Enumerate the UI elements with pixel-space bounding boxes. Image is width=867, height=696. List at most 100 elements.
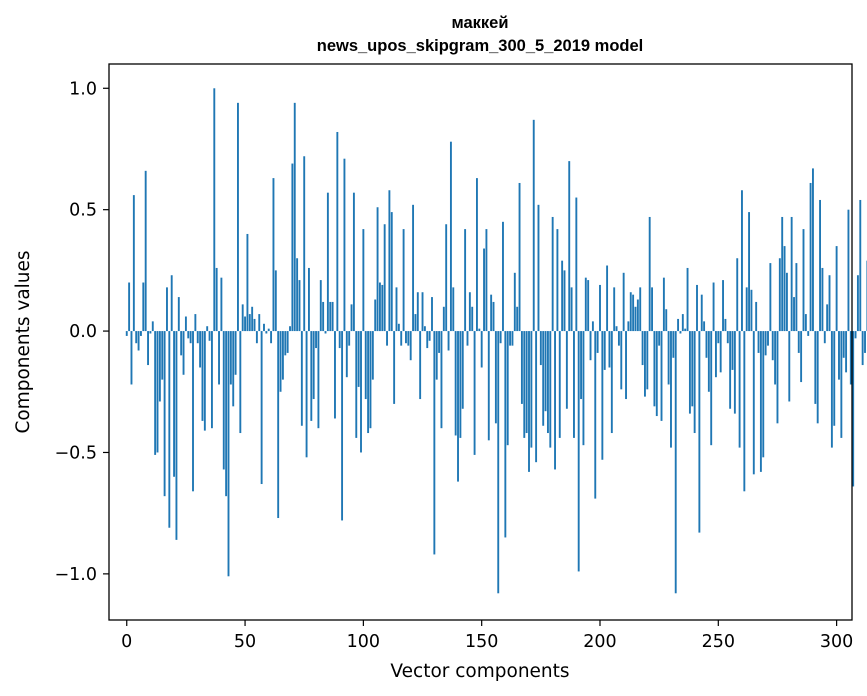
bar-208 <box>617 331 620 346</box>
bar-0 <box>125 331 128 336</box>
bar-6 <box>140 331 142 336</box>
bar-32 <box>201 331 204 421</box>
bar-166 <box>518 182 521 332</box>
bar-300 <box>835 246 838 332</box>
bar-111 <box>388 190 391 332</box>
bar-234 <box>679 331 682 334</box>
bar-223 <box>653 331 656 407</box>
bar-series <box>125 88 867 594</box>
bar-249 <box>714 331 717 378</box>
bar-149 <box>478 328 481 332</box>
bar-214 <box>632 294 635 332</box>
bar-93 <box>345 331 348 378</box>
bar-226 <box>660 331 663 421</box>
bar-266 <box>755 301 758 332</box>
bar-238 <box>688 331 691 414</box>
bar-53 <box>251 306 254 332</box>
bar-39 <box>218 331 220 385</box>
bar-146 <box>471 306 474 332</box>
bar-155 <box>492 301 495 332</box>
bar-216 <box>636 299 639 332</box>
bar-281 <box>790 216 793 332</box>
bar-182 <box>556 229 559 332</box>
y-tick-label: −0.5 <box>55 443 98 463</box>
bar-248 <box>712 282 715 332</box>
y-axis-ticks: 1.0 0.5 0.0 −0.5 −1.0 <box>55 79 109 585</box>
y-tick-label: 1.0 <box>69 79 97 99</box>
bar-71 <box>293 102 296 332</box>
bar-62 <box>272 178 275 332</box>
bar-180 <box>551 216 554 332</box>
bar-1 <box>128 282 131 332</box>
bar-228 <box>665 309 668 332</box>
bar-151 <box>483 248 485 332</box>
bar-128 <box>428 331 431 341</box>
bar-156 <box>494 331 497 424</box>
bar-254 <box>726 331 729 344</box>
y-tick-label: −1.0 <box>55 565 98 585</box>
bar-55 <box>255 331 258 344</box>
bar-34 <box>206 326 209 332</box>
bar-245 <box>705 331 708 358</box>
bar-297 <box>828 275 831 332</box>
bar-187 <box>568 161 571 332</box>
bar-130 <box>433 331 436 555</box>
bar-189 <box>573 331 575 438</box>
bar-243 <box>700 294 703 332</box>
bar-132 <box>438 331 441 353</box>
bar-90 <box>338 331 341 349</box>
bar-270 <box>764 331 767 356</box>
bar-23 <box>180 331 183 356</box>
bar-211 <box>625 331 627 400</box>
bar-94 <box>348 331 351 346</box>
bar-129 <box>431 297 433 332</box>
bar-114 <box>395 287 398 332</box>
bar-291 <box>814 331 817 404</box>
bar-86 <box>329 301 332 332</box>
bar-135 <box>445 224 448 332</box>
bar-267 <box>757 331 760 353</box>
bar-84 <box>324 331 327 334</box>
bar-303 <box>842 331 845 358</box>
bar-76 <box>305 331 308 458</box>
bar-240 <box>693 331 696 434</box>
bar-12 <box>154 331 157 455</box>
chart-title: маккей <box>451 14 508 32</box>
bar-205 <box>610 331 613 434</box>
bar-233 <box>677 318 680 332</box>
bar-268 <box>759 331 762 472</box>
bar-82 <box>319 280 322 332</box>
bar-116 <box>400 331 403 346</box>
bar-232 <box>674 331 677 594</box>
bar-230 <box>670 331 672 448</box>
bar-222 <box>651 287 653 332</box>
bar-50 <box>244 316 246 332</box>
bar-298 <box>830 331 833 448</box>
bar-26 <box>187 331 190 339</box>
bar-127 <box>426 331 429 349</box>
bar-44 <box>229 331 232 385</box>
bar-42 <box>225 331 228 497</box>
bar-91 <box>341 331 344 521</box>
bar-251 <box>719 331 722 373</box>
bar-256 <box>731 331 734 370</box>
bar-299 <box>833 331 836 426</box>
bar-304 <box>845 331 848 373</box>
bar-65 <box>279 331 282 392</box>
bar-173 <box>535 331 538 463</box>
bar-122 <box>414 314 417 332</box>
bar-253 <box>724 318 727 332</box>
bar-85 <box>326 192 329 332</box>
bar-271 <box>767 331 769 346</box>
bar-133 <box>440 331 443 429</box>
bar-58 <box>263 323 265 332</box>
bar-43 <box>227 331 230 577</box>
bar-51 <box>246 233 249 332</box>
bar-219 <box>644 331 646 397</box>
bar-282 <box>793 297 795 332</box>
bar-140 <box>457 331 459 482</box>
bar-64 <box>277 331 280 519</box>
bar-306 <box>849 331 852 385</box>
bar-241 <box>696 284 698 332</box>
